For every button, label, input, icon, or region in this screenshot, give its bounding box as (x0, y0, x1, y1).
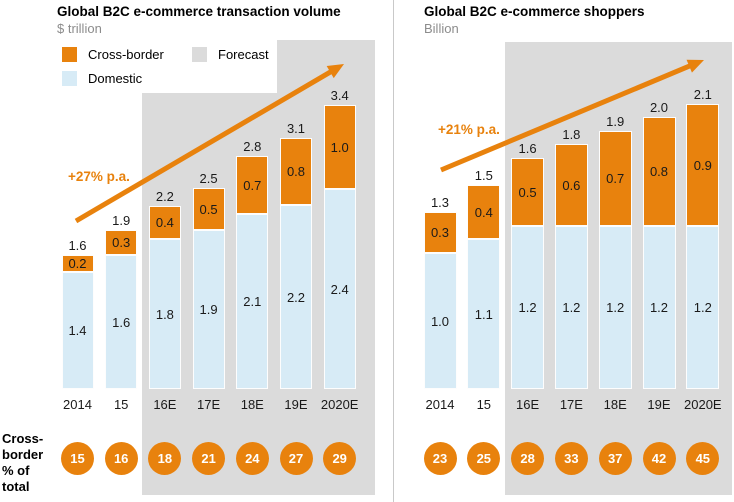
cross-border-segment: 0.5 (511, 158, 545, 226)
total-value-label: 2.5 (199, 171, 218, 186)
cross-border-segment: 0.7 (236, 156, 269, 214)
domestic-segment: 1.1 (467, 239, 501, 389)
total-value-label: 3.4 (330, 88, 349, 103)
domestic-segment: 1.8 (148, 239, 181, 389)
cross-border-pct-circle: 27 (279, 441, 313, 475)
cross-border-segment: 0.7 (598, 131, 632, 226)
cross-border-pct-circle: 45 (686, 441, 720, 475)
category-axis-label: 19E (284, 397, 308, 412)
category-axis-label: 15 (476, 397, 492, 412)
total-value-label: 3.1 (286, 121, 306, 136)
domestic-segment: 1.9 (192, 230, 225, 389)
domestic-segment: 2.2 (280, 205, 312, 389)
total-value-label: 2.0 (649, 100, 669, 115)
domestic-segment: 1.2 (686, 226, 720, 389)
cross-border-segment: 0.3 (423, 212, 457, 253)
category-axis-label: 15 (113, 397, 129, 412)
total-value-label: 2.1 (693, 87, 712, 102)
cross-border-pct-circle: 25 (467, 441, 501, 475)
cross-border-pct-circle: 23 (423, 441, 457, 475)
cross-border-swatch (62, 47, 77, 62)
category-axis-label: 18E (603, 397, 627, 412)
chart1-title: Global B2C e-commerce transaction volume (57, 4, 341, 19)
total-value-label: 1.3 (430, 195, 450, 210)
total-value-label: 1.8 (562, 127, 581, 142)
category-axis-label: 17E (559, 397, 583, 412)
category-axis-label: 2014 (425, 397, 455, 412)
cross-border-pct-circle: 29 (323, 441, 357, 475)
cross-border-segment: 0.6 (554, 144, 588, 226)
legend-label: Forecast (218, 47, 269, 62)
cross-border-segment: 0.4 (148, 206, 181, 239)
domestic-segment: 1.4 (61, 272, 94, 389)
domestic-segment: 2.4 (323, 189, 356, 389)
cross-border-pct-circle: 42 (642, 441, 676, 475)
legend-label: Cross-border (88, 47, 164, 62)
category-axis-label: 17E (197, 397, 221, 412)
category-axis-label: 2020E (684, 397, 722, 412)
cross-border-pct-circle: 24 (235, 441, 269, 475)
domestic-segment: 1.2 (642, 226, 676, 389)
chart2-unit-label: Billion (424, 21, 459, 36)
cross-border-segment: 0.2 (61, 255, 94, 272)
total-value-label: 1.5 (474, 168, 493, 183)
legend-label: Domestic (88, 71, 143, 86)
total-value-label: 2.8 (243, 139, 262, 154)
chart2-growth-annotation: +21% p.a. (438, 122, 500, 137)
legend-item-domestic: Domestic (62, 71, 142, 86)
cross-border-segment: 0.9 (686, 104, 720, 226)
category-axis-label: 2014 (63, 397, 92, 412)
cross-border-pct-circle: 15 (61, 441, 94, 475)
cross-border-pct-circle: 16 (104, 441, 138, 475)
domestic-segment: 1.2 (598, 226, 632, 389)
category-axis-label: 16E (153, 397, 177, 412)
cross-border-pct-circle: 33 (554, 441, 588, 475)
domestic-segment: 1.2 (511, 226, 545, 389)
domestic-segment: 1.0 (423, 253, 457, 389)
domestic-segment: 1.2 (554, 226, 588, 389)
cross-border-segment: 0.3 (105, 230, 138, 255)
cross-border-segment: 0.5 (192, 188, 225, 230)
category-axis-label: 19E (647, 397, 671, 412)
category-axis-label: 2020E (320, 397, 359, 412)
cross-border-pct-circle: 37 (598, 441, 632, 475)
domestic-segment: 1.6 (105, 255, 138, 389)
total-value-label: 1.6 (518, 141, 537, 156)
legend-item-forecast: Forecast (192, 47, 269, 62)
total-value-label: 1.9 (606, 114, 625, 129)
cross-border-segment: 0.8 (280, 138, 312, 205)
cross-border-pct-circle: 18 (148, 441, 182, 475)
chart1-growth-annotation: +27% p.a. (68, 169, 130, 184)
cross-border-pct-row-label: Cross- border % of total (2, 431, 44, 494)
cross-border-segment: 0.4 (467, 185, 501, 239)
chart1-unit-label: $ trillion (57, 21, 102, 36)
domestic-segment: 2.1 (236, 214, 269, 389)
total-value-label: 2.2 (155, 189, 174, 204)
chart2-title: Global B2C e-commerce shoppers (424, 4, 645, 19)
cross-border-segment: 0.8 (642, 117, 676, 226)
category-axis-label: 16E (516, 397, 540, 412)
total-value-label: 1.6 (68, 238, 87, 253)
cross-border-segment: 1.0 (323, 105, 356, 189)
legend-item-cross-border: Cross-border (62, 47, 164, 62)
panel-divider (393, 0, 394, 502)
total-value-label: 1.9 (112, 213, 131, 228)
domestic-swatch (62, 71, 77, 86)
category-axis-label: 18E (240, 397, 264, 412)
cross-border-pct-circle: 28 (511, 441, 545, 475)
forecast-swatch (192, 47, 207, 62)
cross-border-pct-circle: 21 (192, 441, 226, 475)
